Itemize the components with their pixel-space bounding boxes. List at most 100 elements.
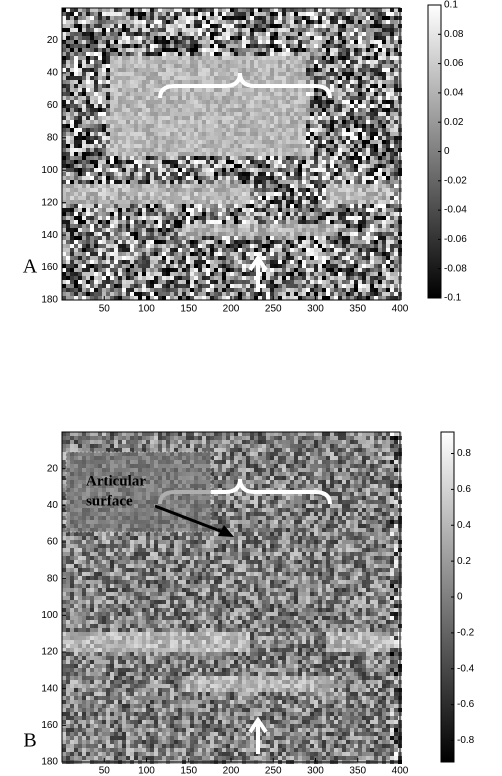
image-pixel: [378, 12, 382, 16]
image-pixel: [170, 36, 174, 40]
image-pixel: [302, 76, 306, 80]
image-pixel: [110, 240, 114, 244]
image-pixel: [154, 176, 158, 180]
image-pixel: [146, 152, 150, 156]
image-pixel: [246, 144, 250, 148]
image-pixel: [154, 48, 158, 52]
image-pixel: [210, 44, 214, 48]
image-pixel: [70, 124, 74, 128]
image-pixel: [374, 216, 378, 220]
image-pixel: [322, 96, 326, 100]
image-pixel: [194, 240, 198, 244]
image-pixel: [102, 64, 106, 68]
image-pixel: [154, 104, 158, 108]
image-pixel: [198, 88, 202, 92]
image-pixel: [310, 40, 314, 44]
image-pixel: [294, 104, 298, 108]
image-pixel: [246, 160, 250, 164]
image-pixel: [202, 148, 206, 152]
image-pixel: [194, 16, 198, 20]
image-pixel: [202, 120, 206, 124]
image-pixel: [366, 184, 370, 188]
image-pixel: [290, 212, 294, 216]
image-pixel: [374, 120, 378, 124]
image-pixel: [210, 188, 214, 192]
image-pixel: [262, 28, 266, 32]
image-pixel: [134, 76, 138, 80]
image-pixel: [242, 48, 246, 52]
image-pixel: [90, 88, 94, 92]
image-pixel: [394, 180, 398, 184]
image-pixel: [142, 96, 146, 100]
image-pixel: [362, 96, 366, 100]
image-pixel: [314, 36, 318, 40]
image-pixel: [258, 128, 262, 132]
image-pixel: [342, 156, 346, 160]
image-pixel: [310, 20, 314, 24]
image-pixel: [330, 192, 334, 196]
image-pixel: [262, 128, 266, 132]
image-pixel: [350, 128, 354, 132]
image-pixel: [86, 196, 90, 200]
image-pixel: [330, 20, 334, 24]
image-pixel: [178, 148, 182, 152]
image-pixel: [226, 228, 230, 232]
image-pixel: [258, 144, 262, 148]
image-pixel: [94, 200, 98, 204]
image-pixel: [210, 184, 214, 188]
image-pixel: [322, 60, 326, 64]
image-pixel: [226, 120, 230, 124]
image-pixel: [134, 20, 138, 24]
image-pixel: [394, 92, 398, 96]
image-pixel: [298, 64, 302, 68]
image-pixel: [382, 32, 386, 36]
image-pixel: [82, 144, 86, 148]
image-pixel: [274, 168, 278, 172]
image-pixel: [126, 128, 130, 132]
image-pixel: [250, 140, 254, 144]
image-pixel: [118, 232, 122, 236]
image-pixel: [238, 48, 242, 52]
image-pixel: [114, 24, 118, 28]
image-pixel: [282, 208, 286, 212]
image-pixel: [290, 76, 294, 80]
image-pixel: [158, 156, 162, 160]
image-pixel: [302, 176, 306, 180]
image-pixel: [242, 124, 246, 128]
image-pixel: [298, 92, 302, 96]
image-pixel: [338, 32, 342, 36]
image-pixel: [62, 116, 66, 120]
image-pixel: [202, 232, 206, 236]
image-pixel: [118, 80, 122, 84]
image-pixel: [186, 148, 190, 152]
image-pixel: [94, 84, 98, 88]
image-pixel: [114, 232, 118, 236]
image-pixel: [166, 40, 170, 44]
image-pixel: [286, 60, 290, 64]
image-pixel: [298, 132, 302, 136]
image-pixel: [154, 188, 158, 192]
image-pixel: [154, 220, 158, 224]
image-pixel: [286, 228, 290, 232]
image-pixel: [314, 48, 318, 52]
image-pixel: [258, 176, 262, 180]
image-pixel: [294, 96, 298, 100]
image-pixel: [382, 172, 386, 176]
image-pixel: [354, 36, 358, 40]
image-pixel: [286, 184, 290, 188]
image-pixel: [350, 32, 354, 36]
image-pixel: [238, 120, 242, 124]
image-pixel: [162, 180, 166, 184]
image-pixel: [270, 184, 274, 188]
image-pixel: [174, 8, 178, 12]
image-pixel: [282, 140, 286, 144]
image-pixel: [230, 64, 234, 68]
image-pixel: [242, 112, 246, 116]
image-pixel: [178, 228, 182, 232]
image-pixel: [258, 164, 262, 168]
image-pixel: [322, 188, 326, 192]
image-pixel: [170, 92, 174, 96]
image-pixel: [294, 188, 298, 192]
image-pixel: [262, 192, 266, 196]
image-pixel: [166, 72, 170, 76]
